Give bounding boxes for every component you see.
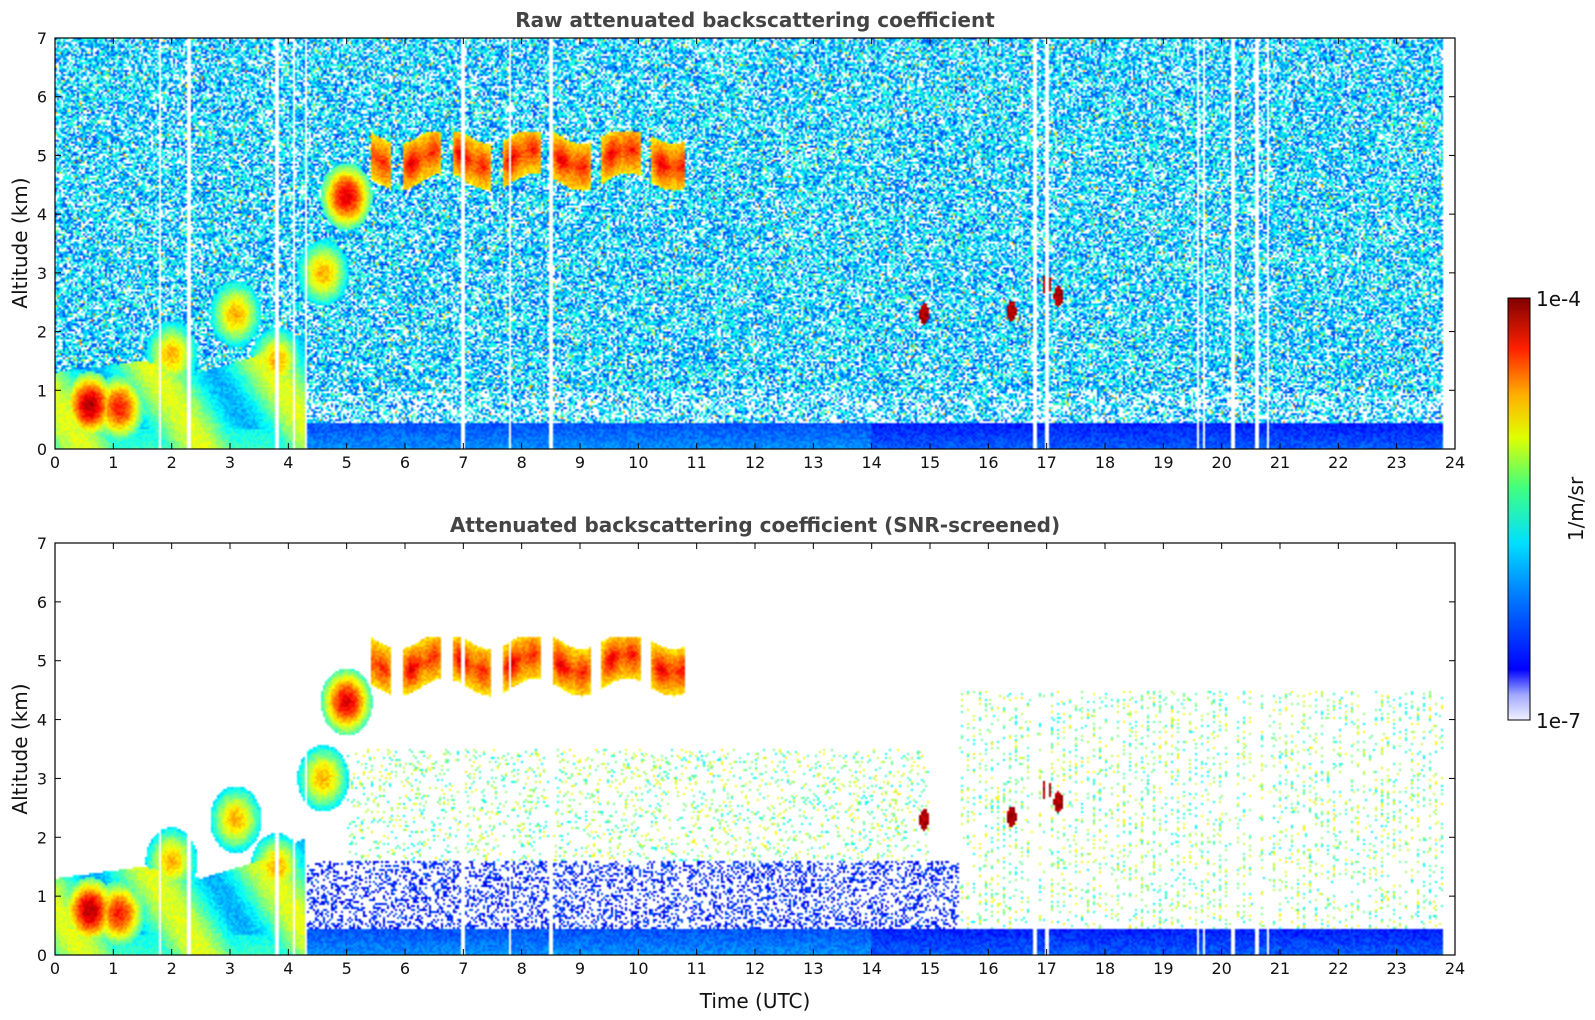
- top-panel-title: Raw attenuated backscattering coefficien…: [515, 8, 995, 32]
- bottom-panel-heatmap: [55, 543, 1455, 955]
- x-tick-label: 9: [575, 959, 585, 978]
- bottom-panel-xlabel: Time (UTC): [699, 989, 811, 1013]
- y-tick-label: 0: [37, 440, 47, 459]
- x-tick-label: 0: [50, 959, 60, 978]
- y-tick-label: 1: [37, 381, 47, 400]
- y-tick-label: 2: [37, 828, 47, 847]
- x-tick-label: 23: [1386, 959, 1406, 978]
- x-tick-label: 4: [283, 453, 293, 472]
- x-tick-label: 13: [803, 453, 823, 472]
- y-tick-label: 3: [37, 769, 47, 788]
- x-tick-label: 11: [686, 959, 706, 978]
- x-tick-label: 23: [1386, 453, 1406, 472]
- x-tick-label: 22: [1328, 453, 1348, 472]
- y-tick-label: 5: [37, 652, 47, 671]
- x-tick-label: 21: [1270, 959, 1290, 978]
- x-tick-label: 22: [1328, 959, 1348, 978]
- x-tick-label: 3: [225, 959, 235, 978]
- x-tick-label: 9: [575, 453, 585, 472]
- x-tick-label: 21: [1270, 453, 1290, 472]
- x-tick-label: 14: [861, 453, 881, 472]
- top-panel: Raw attenuated backscattering coefficien…: [8, 8, 1465, 472]
- colorbar-gradient: [1507, 297, 1531, 721]
- x-tick-label: 2: [167, 959, 177, 978]
- x-tick-label: 4: [283, 959, 293, 978]
- x-tick-label: 8: [517, 959, 527, 978]
- x-tick-label: 18: [1095, 453, 1115, 472]
- x-tick-label: 2: [167, 453, 177, 472]
- y-tick-label: 3: [37, 264, 47, 283]
- y-tick-label: 2: [37, 323, 47, 342]
- x-tick-label: 14: [861, 959, 881, 978]
- x-tick-label: 15: [920, 959, 940, 978]
- x-tick-label: 15: [920, 453, 940, 472]
- y-tick-label: 7: [37, 534, 47, 553]
- bottom-panel-ticks: 0 1 2 3 4 5 6 7 8 9 10 11 12 13 14 15 16 17 18 19 20 21 22 23 24…: [37, 534, 1465, 978]
- x-tick-label: 1: [108, 453, 118, 472]
- x-tick-label: 24: [1445, 453, 1465, 472]
- bottom-panel-title: Attenuated backscattering coefficient (S…: [450, 513, 1060, 537]
- x-tick-label: 3: [225, 453, 235, 472]
- x-tick-label: 12: [745, 959, 765, 978]
- top-panel-ylabel: Altitude (km): [8, 177, 32, 308]
- colorbar-unit-label: 1/m/sr: [1564, 476, 1588, 541]
- top-panel-ticks: 0 1 2 3 4 5 6 7 8 9 10 11 12 13 14 15 16 17 18 19 20 21 22 23 24…: [37, 29, 1465, 472]
- y-tick-label: 6: [37, 88, 47, 107]
- bottom-panel-ylabel: Altitude (km): [8, 683, 32, 814]
- top-panel-plot-area: [55, 38, 1455, 449]
- x-tick-label: 7: [458, 453, 468, 472]
- x-tick-label: 19: [1153, 959, 1173, 978]
- y-tick-label: 0: [37, 946, 47, 965]
- bottom-panel-plot-area: [55, 543, 1455, 955]
- x-tick-label: 10: [628, 959, 648, 978]
- x-tick-label: 6: [400, 959, 410, 978]
- x-tick-label: 17: [1036, 453, 1056, 472]
- y-tick-label: 4: [37, 711, 47, 730]
- colorbar: 1e-4 1e-7 1/m/sr: [1507, 287, 1588, 733]
- x-tick-label: 8: [517, 453, 527, 472]
- x-tick-label: 10: [628, 453, 648, 472]
- x-tick-label: 16: [978, 959, 998, 978]
- x-tick-label: 20: [1211, 453, 1231, 472]
- x-tick-label: 24: [1445, 959, 1465, 978]
- x-tick-label: 7: [458, 959, 468, 978]
- x-tick-label: 17: [1036, 959, 1056, 978]
- y-tick-label: 5: [37, 146, 47, 165]
- y-tick-label: 4: [37, 205, 47, 224]
- bottom-panel: Attenuated backscattering coefficient (S…: [8, 513, 1465, 1013]
- x-tick-label: 6: [400, 453, 410, 472]
- x-tick-label: 18: [1095, 959, 1115, 978]
- x-tick-label: 5: [342, 959, 352, 978]
- y-tick-label: 7: [37, 29, 47, 48]
- x-tick-label: 16: [978, 453, 998, 472]
- x-tick-label: 11: [686, 453, 706, 472]
- x-tick-label: 13: [803, 959, 823, 978]
- x-tick-label: 0: [50, 453, 60, 472]
- x-tick-label: 1: [108, 959, 118, 978]
- x-tick-label: 20: [1211, 959, 1231, 978]
- y-tick-label: 1: [37, 887, 47, 906]
- colorbar-min-label: 1e-7: [1536, 709, 1581, 733]
- x-tick-label: 19: [1153, 453, 1173, 472]
- top-panel-heatmap: [55, 38, 1455, 449]
- x-tick-label: 12: [745, 453, 765, 472]
- y-tick-label: 6: [37, 593, 47, 612]
- x-tick-label: 5: [342, 453, 352, 472]
- colorbar-max-label: 1e-4: [1536, 287, 1581, 311]
